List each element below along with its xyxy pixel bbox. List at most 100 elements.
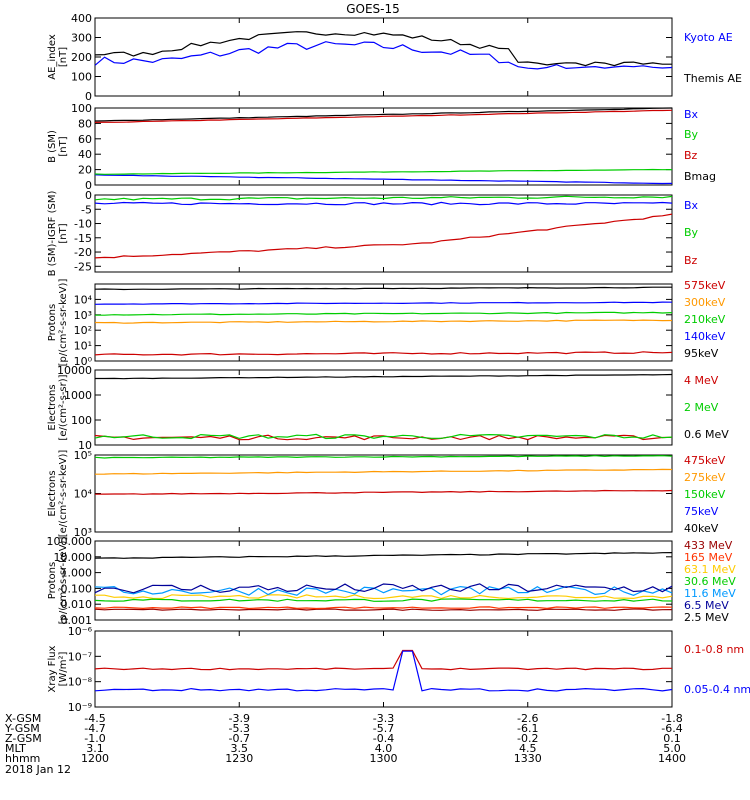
- y-axis-label: [e/(cm²-s-sr)]: [58, 374, 69, 440]
- y-tick-label: 100: [71, 71, 92, 84]
- y-tick-label: 100: [71, 102, 92, 115]
- legend-entry: 433 MeV: [684, 539, 733, 552]
- x-axis-value: 4.0: [375, 742, 393, 755]
- y-axis-label: AE_index: [47, 34, 58, 80]
- y-axis-label: [W/m²]: [58, 651, 69, 686]
- y-tick-label: 10²: [74, 324, 92, 337]
- series-line-bz: [94, 109, 673, 123]
- x-axis-value: 3.5: [231, 742, 249, 755]
- y-tick-label: -15: [74, 232, 92, 245]
- y-tick-label: 0.010: [61, 598, 93, 611]
- x-axis-value: 1300: [370, 752, 398, 765]
- y-tick-label: 20: [78, 164, 92, 177]
- x-axis-value: -3.3: [373, 712, 394, 725]
- x-axis-value: 4.5: [519, 742, 537, 755]
- y-tick-label: 10⁵: [74, 449, 92, 462]
- legend-entry: 575keV: [684, 279, 726, 292]
- x-axis-row-label: Y-GSM: [4, 722, 40, 735]
- y-tick-label: 10¹: [74, 340, 92, 353]
- y-tick-label: 80: [78, 117, 92, 130]
- y-tick-label: 10000: [57, 364, 92, 377]
- y-axis-label: [e/(cm²-s-sr-keV)]: [58, 450, 69, 538]
- y-tick-label: 100: [71, 414, 92, 427]
- y-axis-label: Electrons: [47, 384, 58, 430]
- y-tick-label: 300: [71, 32, 92, 45]
- legend-entry: Bz: [684, 254, 698, 267]
- x-axis-row-label: hhmm: [5, 752, 40, 765]
- y-axis-label: [nT]: [58, 136, 69, 156]
- legend-entry: 63.1 MeV: [684, 563, 736, 576]
- y-tick-label: 1000: [64, 389, 92, 402]
- panel-bigrf: -25-20-15-10 -50 B (SM)-IGRF (SM) [nT] Bx By B…: [47, 189, 699, 276]
- y-tick-label: 10³: [74, 526, 92, 539]
- series-line-bx: [94, 174, 673, 185]
- y-tick-label: -10: [74, 218, 92, 231]
- y-tick-label: 10⁻⁹: [68, 701, 92, 714]
- y-axis-label: [p/(cm²-s-sr-keV)]: [58, 279, 69, 367]
- x-axis-value: 0.1: [663, 732, 681, 745]
- y-tick-label: 100.000: [47, 535, 93, 548]
- series-line-kyoto-ae: [94, 41, 673, 70]
- y-axis-label: Protons: [47, 562, 58, 599]
- panel-protons_mage: 10⁰ 10¹ 10² 10³ 10⁴ Protons [p/(cm²-s-sr-keV)]…: [47, 279, 726, 368]
- y-axis-label: [nT]: [58, 47, 69, 67]
- legend-entry: By: [684, 128, 699, 141]
- panel-electrons_mage: 10³ 10⁴ 10⁵ Electrons [e/(cm²-s-sr-keV)] 475k…: [47, 449, 726, 539]
- series-line-bmag: [94, 107, 673, 122]
- y-tick-label: -20: [74, 246, 92, 259]
- y-tick-label: -25: [74, 260, 92, 273]
- y-axis-label: [nT]: [58, 223, 69, 243]
- x-axis-value: 5.0: [663, 742, 681, 755]
- y-axis-label: B (SM)-IGRF (SM): [47, 191, 58, 277]
- x-axis-value: -1.0: [84, 732, 105, 745]
- y-tick-label: 10⁰: [74, 355, 93, 368]
- series-line-575kev: [94, 351, 673, 356]
- y-tick-label: 40: [78, 148, 92, 161]
- y-tick-label: 10⁴: [74, 293, 93, 306]
- x-axis-value: -2.6: [517, 712, 538, 725]
- legend-entry: 2 MeV: [684, 401, 719, 414]
- y-tick-label: 1.000: [61, 567, 93, 580]
- series-line-433-mev: [94, 608, 673, 611]
- legend-entry: 300keV: [684, 296, 726, 309]
- legend-entry: 4 MeV: [684, 374, 719, 387]
- x-axis-value: -4.5: [84, 712, 105, 725]
- panel-xray: 10⁻⁹ 10⁻⁸ 10⁻⁷ 10⁻⁶ Xray Flux [W/m²] 0.1-0.8 n…: [47, 625, 750, 714]
- y-tick-label: 400: [71, 12, 92, 25]
- y-tick-label: 200: [71, 51, 92, 64]
- y-tick-label: 10⁴: [74, 488, 93, 501]
- y-axis-label: Protons: [47, 304, 58, 341]
- x-axis-row-label: X-GSM: [5, 712, 41, 725]
- legend-entry: Bz: [684, 149, 698, 162]
- figure-title: GOES-15: [346, 2, 400, 16]
- series-line-0-05-0-4-nm: [94, 650, 673, 692]
- x-axis-value: -1.8: [661, 712, 682, 725]
- legend-entry: 210keV: [684, 313, 726, 326]
- legend-entry: 11.6 MeV: [684, 587, 736, 600]
- legend-entry: Themis AE: [683, 72, 742, 85]
- legend-entry: 6.5 MeV: [684, 599, 729, 612]
- panel-protons_eps: 0.001 0.010 0.100 1.000 10.000 100.000 Protons…: [47, 535, 737, 627]
- x-axis-value: 1330: [514, 752, 542, 765]
- y-tick-label: 0: [85, 90, 92, 103]
- y-tick-label: 0: [85, 189, 92, 202]
- y-tick-label: 0: [85, 179, 92, 192]
- series-line-themis-ae: [94, 31, 672, 67]
- panel-electrons_ept: 10 100 1000 10000 Electrons [e/(cm²-s-sr)] 4 M…: [47, 364, 729, 452]
- y-tick-label: 10⁻⁶: [68, 625, 93, 638]
- y-axis-label: [p/(cm²-s-sr-keV)]: [58, 537, 69, 625]
- legend-entry: Kyoto AE: [684, 31, 733, 44]
- y-tick-label: 10: [78, 439, 92, 452]
- series-line-63-1-mev: [95, 594, 673, 600]
- y-tick-label: 10⁻⁷: [68, 650, 92, 663]
- series-line-2-5-mev: [94, 552, 673, 559]
- x-axis-value: 1200: [81, 752, 109, 765]
- legend-entry: 30.6 MeV: [684, 575, 736, 588]
- legend-entry: 0.6 MeV: [684, 428, 729, 441]
- panel-frame: [94, 17, 673, 97]
- y-tick-label: 10³: [74, 309, 92, 322]
- panel-frame: [94, 194, 673, 273]
